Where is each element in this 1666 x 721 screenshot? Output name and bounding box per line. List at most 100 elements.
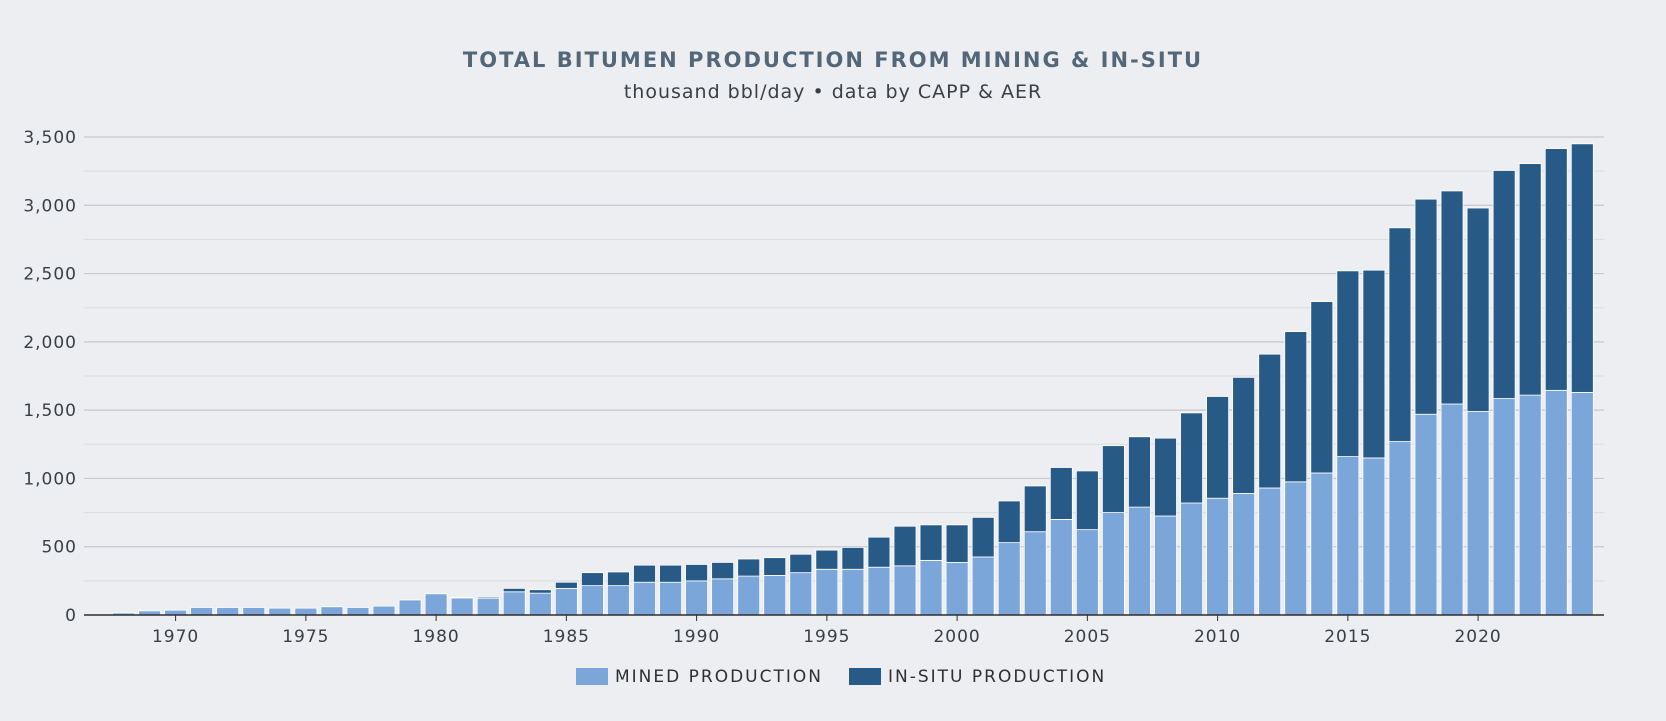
bar-in-situ-2016[interactable] — [1362, 269, 1386, 459]
bar-mined-2002[interactable] — [997, 542, 1021, 616]
bar-in-situ-2020[interactable] — [1466, 207, 1490, 412]
bar-mined-1979[interactable] — [398, 599, 422, 616]
bar-in-situ-2000[interactable] — [945, 524, 969, 563]
bar-mined-1987[interactable] — [607, 585, 630, 616]
bar-mined-2010[interactable] — [1206, 497, 1229, 616]
bar-in-situ-2008[interactable] — [1154, 437, 1177, 517]
bar-mined-2015[interactable] — [1336, 456, 1360, 616]
bar-mined-1974[interactable] — [268, 607, 292, 616]
bar-mined-1981[interactable] — [450, 597, 474, 616]
bar-in-situ-1983[interactable] — [502, 587, 526, 593]
bar-in-situ-1985[interactable] — [554, 581, 578, 589]
bar-mined-2003[interactable] — [1023, 531, 1047, 616]
bar-in-situ-2022[interactable] — [1518, 163, 1542, 396]
bar-in-situ-2024[interactable] — [1570, 143, 1594, 393]
bar-mined-2009[interactable] — [1180, 502, 1203, 616]
bar-mined-1991[interactable] — [711, 578, 735, 616]
bar-in-situ-2009[interactable] — [1180, 412, 1203, 504]
bar-mined-1977[interactable] — [346, 607, 370, 616]
bar-in-situ-1981[interactable] — [450, 596, 474, 599]
bar-mined-1973[interactable] — [242, 607, 266, 616]
bar-in-situ-2003[interactable] — [1023, 485, 1047, 533]
bar-mined-2017[interactable] — [1388, 441, 1412, 616]
bar-mined-1972[interactable] — [216, 607, 240, 616]
bar-in-situ-2017[interactable] — [1388, 227, 1412, 442]
bar-in-situ-2002[interactable] — [997, 500, 1021, 544]
bar-mined-1999[interactable] — [919, 559, 943, 616]
bar-in-situ-1990[interactable] — [685, 564, 708, 582]
bar-mined-2012[interactable] — [1258, 487, 1282, 616]
bar-in-situ-2001[interactable] — [971, 516, 995, 558]
legend-label-mined[interactable]: MINED PRODUCTION — [615, 667, 823, 687]
bar-mined-2016[interactable] — [1362, 457, 1386, 616]
bar-in-situ-1987[interactable] — [607, 571, 630, 587]
bar-in-situ-2007[interactable] — [1128, 436, 1151, 508]
bar-mined-1983[interactable] — [502, 591, 526, 616]
bar-in-situ-1991[interactable] — [711, 562, 735, 580]
bar-mined-1995[interactable] — [815, 568, 839, 616]
bar-mined-1994[interactable] — [789, 572, 813, 616]
bar-in-situ-2005[interactable] — [1075, 470, 1099, 531]
bar-in-situ-1984[interactable] — [528, 589, 552, 594]
bar-in-situ-1996[interactable] — [841, 546, 865, 570]
bar-mined-1989[interactable] — [659, 581, 682, 616]
bar-mined-1986[interactable] — [581, 585, 604, 616]
bar-in-situ-2018[interactable] — [1414, 198, 1438, 415]
bar-in-situ-2004[interactable] — [1049, 467, 1073, 520]
bar-in-situ-2015[interactable] — [1336, 270, 1360, 457]
bar-mined-2008[interactable] — [1154, 515, 1177, 616]
bar-mined-1992[interactable] — [737, 575, 761, 616]
bar-mined-1993[interactable] — [763, 574, 787, 616]
bar-in-situ-1994[interactable] — [789, 553, 813, 574]
bar-in-situ-2011[interactable] — [1232, 376, 1256, 494]
bar-mined-1980[interactable] — [424, 593, 448, 616]
bar-mined-2020[interactable] — [1466, 411, 1490, 616]
bar-mined-2004[interactable] — [1049, 519, 1073, 616]
bar-mined-1978[interactable] — [372, 605, 396, 616]
bar-in-situ-2021[interactable] — [1492, 170, 1516, 399]
bar-mined-2018[interactable] — [1414, 413, 1438, 616]
bar-in-situ-1998[interactable] — [893, 525, 917, 567]
bar-mined-2014[interactable] — [1310, 472, 1334, 616]
bar-in-situ-2012[interactable] — [1258, 353, 1282, 489]
bar-mined-1982[interactable] — [476, 598, 500, 616]
bar-mined-1988[interactable] — [633, 581, 656, 616]
bar-mined-1971[interactable] — [190, 607, 214, 616]
bar-mined-2005[interactable] — [1075, 529, 1099, 616]
bar-mined-2021[interactable] — [1492, 398, 1516, 616]
bar-mined-2001[interactable] — [971, 556, 995, 616]
bar-mined-1998[interactable] — [893, 565, 917, 616]
bar-in-situ-2019[interactable] — [1440, 190, 1464, 405]
bar-mined-2019[interactable] — [1440, 403, 1464, 616]
bar-mined-2007[interactable] — [1128, 506, 1151, 616]
bar-mined-1976[interactable] — [320, 606, 344, 616]
bar-in-situ-2014[interactable] — [1310, 301, 1334, 474]
bar-mined-2013[interactable] — [1284, 481, 1308, 616]
bar-in-situ-1988[interactable] — [633, 564, 656, 583]
bar-mined-2024[interactable] — [1570, 391, 1594, 616]
bar-mined-2011[interactable] — [1232, 493, 1256, 616]
bar-in-situ-1989[interactable] — [659, 564, 682, 583]
bar-in-situ-1992[interactable] — [737, 558, 761, 577]
legend-label-in-situ[interactable]: IN-SITU PRODUCTION — [888, 667, 1106, 687]
bar-mined-2023[interactable] — [1544, 389, 1568, 616]
bar-mined-2022[interactable] — [1518, 394, 1542, 616]
bar-in-situ-2013[interactable] — [1284, 331, 1308, 483]
bar-in-situ-2006[interactable] — [1102, 445, 1125, 513]
bar-mined-2000[interactable] — [945, 562, 969, 616]
bar-mined-1984[interactable] — [528, 592, 552, 616]
bar-mined-2006[interactable] — [1102, 512, 1125, 616]
bar-mined-1985[interactable] — [554, 587, 578, 616]
bar-in-situ-1993[interactable] — [763, 557, 787, 576]
bar-in-situ-1986[interactable] — [581, 572, 604, 587]
bar-mined-1990[interactable] — [685, 580, 708, 616]
bar-mined-1997[interactable] — [867, 566, 891, 616]
bar-in-situ-1982[interactable] — [476, 596, 500, 600]
bar-in-situ-1999[interactable] — [919, 524, 943, 561]
bar-in-situ-2010[interactable] — [1206, 396, 1229, 499]
bar-in-situ-1995[interactable] — [815, 549, 839, 570]
bar-mined-1996[interactable] — [841, 568, 865, 616]
bar-mined-1975[interactable] — [294, 607, 318, 616]
bar-in-situ-2023[interactable] — [1544, 148, 1568, 391]
bar-in-situ-1997[interactable] — [867, 536, 891, 568]
